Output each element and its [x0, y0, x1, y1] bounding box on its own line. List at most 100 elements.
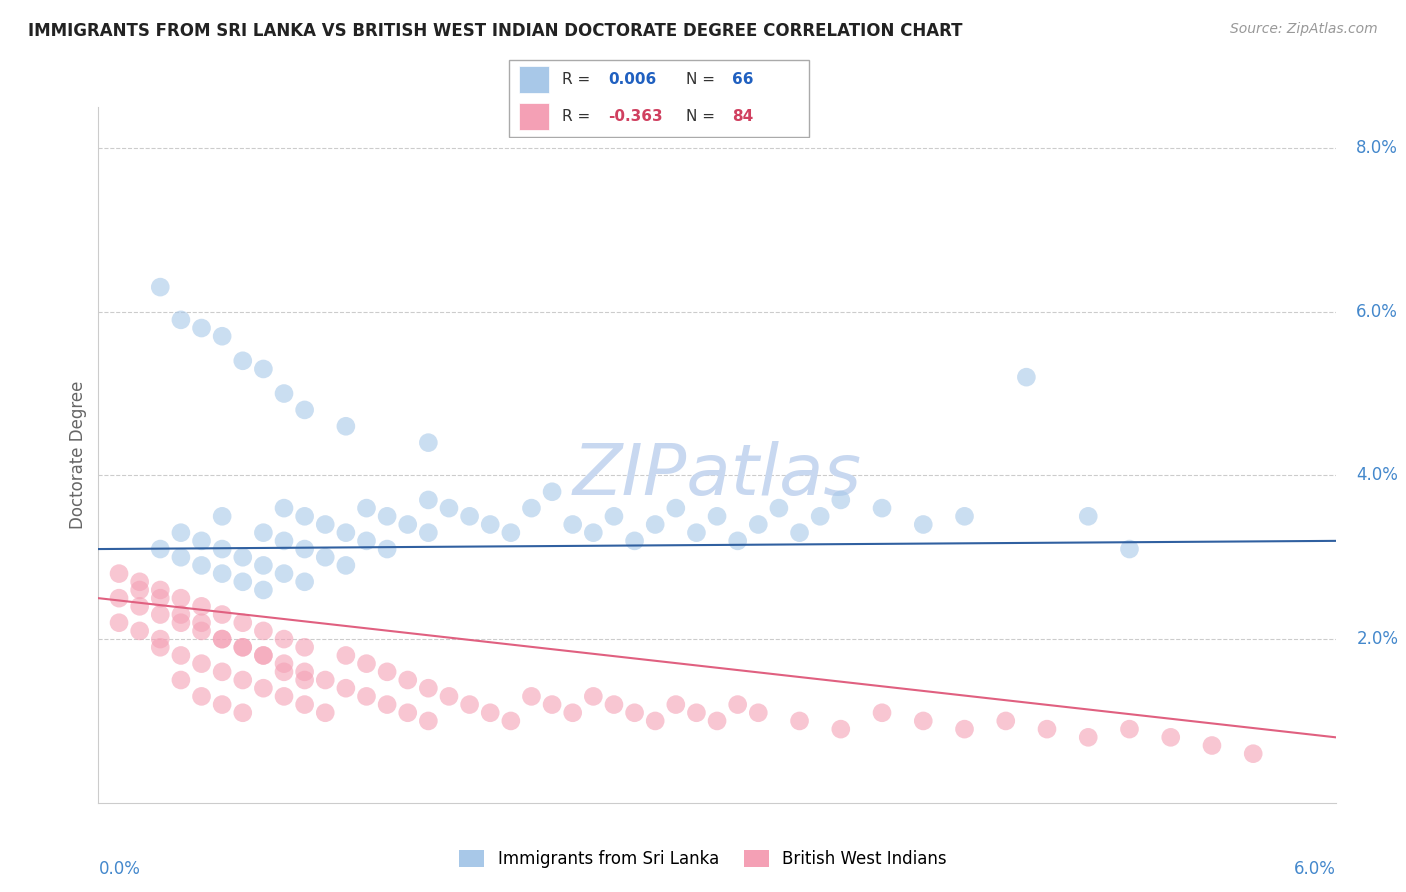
Point [727, 533, 749, 548]
Point [375, 509, 398, 524]
Text: 66: 66 [733, 72, 754, 87]
Point [232, 673, 254, 687]
Point [170, 550, 193, 565]
Point [211, 329, 233, 343]
Point [437, 501, 460, 516]
Point [335, 525, 357, 540]
Point [375, 542, 398, 557]
Point [252, 681, 274, 696]
Text: 6.0%: 6.0% [1294, 860, 1336, 878]
Point [273, 665, 295, 679]
Point [520, 690, 543, 704]
FancyBboxPatch shape [509, 60, 810, 136]
Point [190, 624, 212, 638]
Point [294, 698, 316, 712]
Text: -0.363: -0.363 [609, 109, 662, 124]
Point [170, 673, 193, 687]
Y-axis label: Doctorate Degree: Doctorate Degree [69, 381, 87, 529]
Point [149, 280, 172, 294]
Text: Source: ZipAtlas.com: Source: ZipAtlas.com [1230, 22, 1378, 37]
Point [149, 582, 172, 597]
Point [314, 517, 336, 532]
Text: IMMIGRANTS FROM SRI LANKA VS BRITISH WEST INDIAN DOCTORATE DEGREE CORRELATION CH: IMMIGRANTS FROM SRI LANKA VS BRITISH WES… [28, 22, 963, 40]
Point [375, 665, 398, 679]
Point [294, 509, 316, 524]
Point [953, 509, 976, 524]
Point [994, 714, 1017, 728]
Text: 0.006: 0.006 [609, 72, 657, 87]
Point [396, 517, 419, 532]
Text: R =: R = [562, 72, 591, 87]
Point [128, 599, 150, 614]
Point [149, 640, 172, 655]
Point [541, 698, 564, 712]
Point [582, 690, 605, 704]
Point [437, 690, 460, 704]
Point [356, 690, 378, 704]
Text: ZIPatlas: ZIPatlas [572, 442, 862, 510]
Point [685, 525, 707, 540]
Point [375, 698, 398, 712]
Point [870, 501, 893, 516]
Point [623, 533, 645, 548]
Point [706, 714, 728, 728]
Point [665, 698, 688, 712]
Point [190, 615, 212, 630]
Point [335, 648, 357, 663]
Point [252, 558, 274, 573]
Point [912, 517, 935, 532]
Point [149, 591, 172, 606]
Point [1077, 731, 1099, 745]
Point [232, 640, 254, 655]
Point [418, 714, 440, 728]
Point [294, 542, 316, 557]
Point [273, 533, 295, 548]
Point [149, 632, 172, 646]
Point [356, 657, 378, 671]
Point [211, 698, 233, 712]
Point [232, 615, 254, 630]
Point [170, 591, 193, 606]
Point [1241, 747, 1264, 761]
Point [356, 533, 378, 548]
Text: R =: R = [562, 109, 591, 124]
Point [520, 501, 543, 516]
Point [1077, 509, 1099, 524]
FancyBboxPatch shape [519, 66, 550, 94]
Point [644, 714, 666, 728]
Point [1015, 370, 1038, 384]
Point [685, 706, 707, 720]
Point [170, 525, 193, 540]
Point [294, 673, 316, 687]
Point [273, 501, 295, 516]
Legend: Immigrants from Sri Lanka, British West Indians: Immigrants from Sri Lanka, British West … [453, 843, 953, 875]
Point [912, 714, 935, 728]
Point [252, 648, 274, 663]
Text: 6.0%: 6.0% [1357, 302, 1398, 321]
Point [273, 386, 295, 401]
Point [747, 706, 769, 720]
Point [211, 607, 233, 622]
Point [108, 591, 131, 606]
Point [108, 566, 131, 581]
Point [232, 706, 254, 720]
Point [953, 722, 976, 736]
Point [458, 509, 481, 524]
Point [232, 574, 254, 589]
Point [211, 566, 233, 581]
Point [190, 599, 212, 614]
Point [128, 574, 150, 589]
Point [252, 525, 274, 540]
Point [232, 550, 254, 565]
Point [314, 706, 336, 720]
Point [211, 509, 233, 524]
Point [273, 690, 295, 704]
Point [582, 525, 605, 540]
Point [727, 698, 749, 712]
Point [128, 582, 150, 597]
Point [252, 362, 274, 376]
Point [603, 509, 626, 524]
Point [232, 353, 254, 368]
Point [252, 582, 274, 597]
Point [273, 657, 295, 671]
